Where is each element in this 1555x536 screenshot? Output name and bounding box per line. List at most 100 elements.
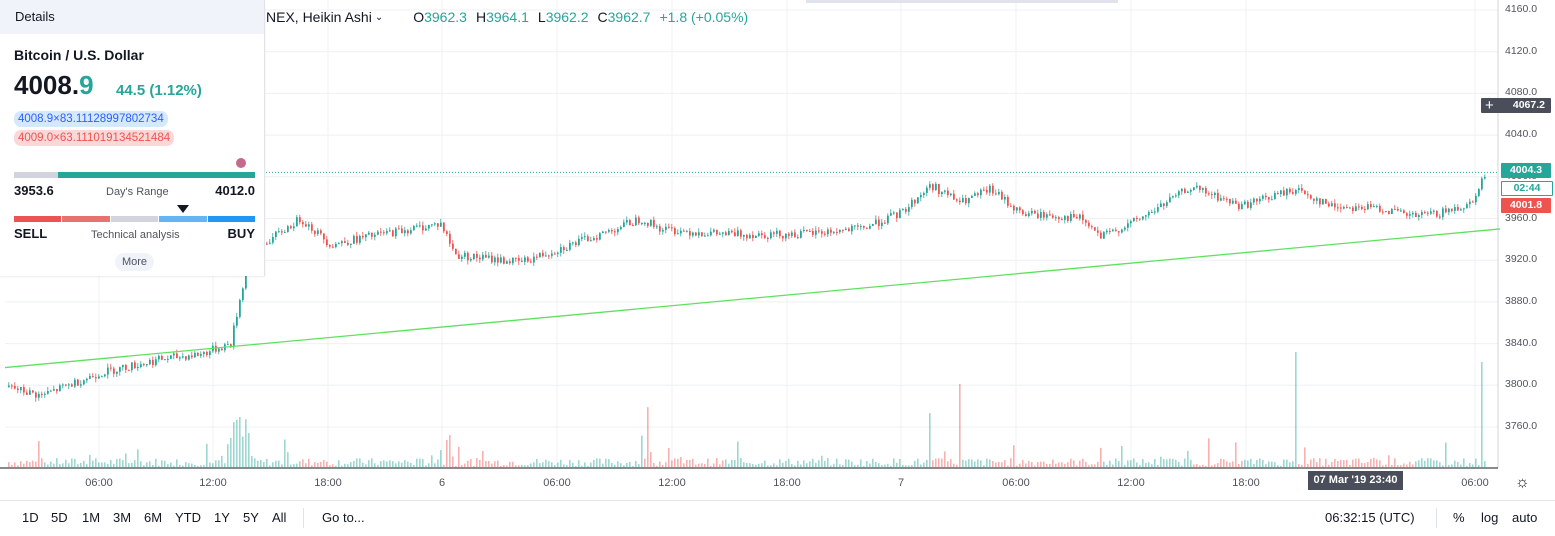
volume-bar (536, 458, 538, 468)
volume-bar (653, 463, 655, 468)
candle-body (437, 223, 439, 227)
volume-bar (572, 462, 574, 468)
volume-bar (209, 462, 211, 468)
volume-bar (368, 460, 370, 468)
candle-body (128, 369, 130, 371)
candle-body (1325, 199, 1327, 204)
range-button-ytd[interactable]: YTD (175, 510, 201, 525)
gear-icon[interactable]: ☼ (1515, 474, 1530, 491)
auto-scale-button[interactable]: auto (1512, 510, 1538, 525)
candle-body (677, 233, 679, 235)
candle-body (1193, 187, 1195, 190)
details-header[interactable]: Details (0, 0, 264, 34)
volume-bar (68, 463, 70, 468)
more-button[interactable]: More (115, 253, 154, 271)
volume-bar (146, 462, 148, 468)
candle-body (1367, 204, 1369, 210)
candle-body (920, 195, 922, 198)
volume-bar (359, 458, 361, 468)
candle-body (1160, 203, 1162, 208)
volume-bar (686, 459, 688, 468)
candle-body (1484, 177, 1486, 179)
volume-bar (953, 463, 955, 468)
volume-bar (203, 465, 205, 468)
candle-body (1100, 232, 1102, 239)
volume-bar (554, 465, 556, 468)
candle-body (965, 198, 967, 204)
volume-bar (629, 461, 631, 468)
range-button-3m[interactable]: 3M (113, 510, 132, 525)
candle-body (803, 229, 805, 232)
candle-body (1031, 210, 1033, 214)
volume-bar (539, 463, 541, 468)
range-button-all[interactable]: All (272, 510, 287, 525)
time-axis-label: 06:00 (1002, 477, 1030, 489)
volume-bar (1226, 461, 1228, 468)
volume-bar (416, 458, 418, 468)
crosshair-price-tag[interactable]: +4067.2 (1481, 98, 1551, 113)
candle-body (1139, 218, 1141, 220)
volume-bar (1076, 465, 1078, 468)
candle-body (425, 228, 427, 231)
volume-bar (1133, 458, 1135, 468)
volume-bar (1478, 465, 1480, 468)
candle-body (698, 232, 700, 236)
volume-bar (950, 459, 952, 468)
candle-body (173, 353, 175, 356)
range-button-1y[interactable]: 1Y (214, 510, 230, 525)
volume-bar (1433, 460, 1435, 468)
candle-body (1340, 207, 1342, 209)
volume-bar (230, 437, 232, 468)
volume-bar (1253, 463, 1255, 468)
candle-body (569, 242, 571, 250)
price-chart[interactable] (0, 0, 1555, 500)
candle-body (1382, 211, 1384, 213)
candle-body (626, 220, 628, 223)
plus-icon[interactable]: + (1485, 97, 1494, 114)
candle-body (1109, 230, 1111, 232)
candle-body (110, 367, 112, 369)
candle-body (170, 355, 172, 359)
goto-button[interactable]: Go to... (322, 510, 365, 525)
range-button-5y[interactable]: 5Y (243, 510, 259, 525)
candle-body (1397, 208, 1399, 211)
candle-body (1232, 200, 1234, 204)
candle-body (953, 193, 955, 200)
candle-body (317, 230, 319, 234)
range-button-1d[interactable]: 1D (22, 510, 39, 525)
candle-body (809, 231, 811, 233)
volume-bar (635, 461, 637, 468)
candle-body (728, 230, 730, 236)
range-button-6m[interactable]: 6M (144, 510, 163, 525)
utc-clock[interactable]: 06:32:15 (UTC) (1325, 510, 1415, 525)
volume-bar (887, 463, 889, 468)
candle-body (359, 236, 361, 243)
candle-body (1178, 191, 1180, 196)
volume-bar (1481, 362, 1483, 468)
candle-body (707, 235, 709, 237)
candle-body (1277, 193, 1279, 195)
symbol-label[interactable]: NEX, Heikin Ashi (266, 9, 372, 25)
percent-scale-button[interactable]: % (1453, 510, 1465, 525)
candle-body (785, 233, 787, 239)
volume-bar (944, 451, 946, 468)
candle-body (1280, 190, 1282, 195)
volume-bar (299, 461, 301, 468)
candle-body (1373, 206, 1375, 208)
volume-bar (713, 463, 715, 468)
volume-bar (1364, 463, 1366, 468)
candle-body (419, 225, 421, 227)
chevron-down-icon[interactable]: ⌄ (374, 11, 384, 23)
candle-body (326, 239, 328, 246)
candle-body (446, 231, 448, 234)
range-button-5d[interactable]: 5D (51, 510, 68, 525)
candle-body (572, 242, 574, 244)
log-scale-button[interactable]: log (1481, 510, 1499, 525)
candle-body (44, 393, 46, 395)
candle-body (848, 228, 850, 232)
volume-bar (815, 462, 817, 468)
range-button-1m[interactable]: 1M (82, 510, 101, 525)
volume-bar (1052, 459, 1054, 468)
volume-bar (464, 463, 466, 468)
candle-body (299, 217, 301, 223)
